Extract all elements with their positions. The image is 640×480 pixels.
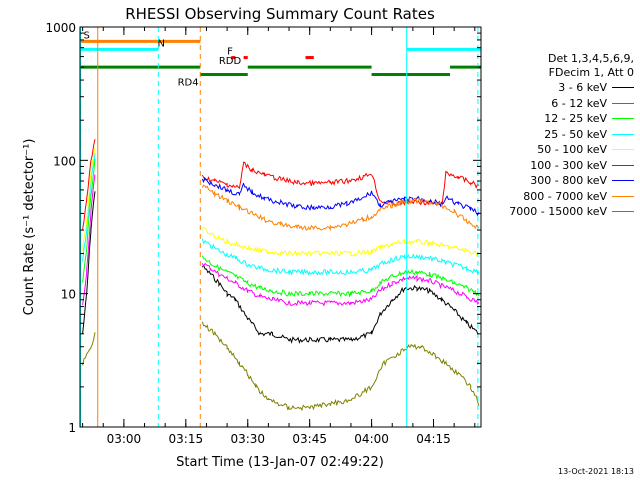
legend-label: 3 - 6 keV bbox=[558, 81, 607, 95]
legend-entry: 12 - 25 keV bbox=[464, 111, 634, 127]
series-line-8-1 bbox=[201, 321, 480, 412]
legend-header-2: FDecim 1, Att 0 bbox=[548, 66, 634, 79]
legend: Det 1,3,4,5,6,9, FDecim 1, Att 0 3 - 6 k… bbox=[464, 52, 634, 220]
x-tick-label-3: 03:45 bbox=[292, 432, 327, 446]
flag-label-0: S bbox=[84, 30, 90, 41]
legend-swatch bbox=[612, 180, 634, 182]
flag-label-2: F bbox=[227, 47, 233, 58]
series-line-7-0 bbox=[201, 184, 480, 232]
series-line-8-0 bbox=[82, 332, 96, 366]
legend-label: 7000 - 15000 keV bbox=[509, 205, 607, 219]
flag-label-3: RDD bbox=[219, 56, 242, 67]
legend-swatch bbox=[612, 102, 634, 104]
x-tick-label-0: 03:00 bbox=[107, 432, 142, 446]
y-tick-label-1: 10 bbox=[61, 288, 76, 302]
legend-entry: 25 - 50 keV bbox=[464, 127, 634, 143]
series-line-2-1 bbox=[201, 255, 480, 298]
legend-label: 800 - 7000 keV bbox=[523, 189, 607, 203]
legend-swatch bbox=[612, 87, 634, 89]
vertical-markers bbox=[80, 27, 479, 427]
legend-swatch bbox=[612, 133, 634, 135]
chart-title: RHESSI Observing Summary Count Rates bbox=[125, 5, 435, 23]
legend-entry: 7000 - 15000 keV bbox=[464, 204, 634, 220]
series-line-0-1 bbox=[201, 264, 479, 344]
legend-label: 50 - 100 keV bbox=[537, 143, 607, 157]
series-line-1-0 bbox=[82, 174, 96, 306]
series-line-4-1 bbox=[201, 226, 479, 258]
legend-label: 6 - 12 keV bbox=[551, 96, 607, 110]
legend-label: 300 - 800 keV bbox=[530, 174, 607, 188]
flag-label-1: N bbox=[158, 38, 165, 49]
legend-entry: 100 - 300 keV bbox=[464, 158, 634, 174]
x-tick-label-4: 04:00 bbox=[354, 432, 389, 446]
y-axis-label: Count Rate (s⁻¹ detector⁻¹) bbox=[22, 139, 37, 316]
x-tick-label-2: 03:30 bbox=[230, 432, 265, 446]
legend-swatch bbox=[612, 195, 634, 197]
series-line-1-1 bbox=[201, 262, 480, 307]
legend-rows: 3 - 6 keV 6 - 12 keV 12 - 25 keV 25 - 50 ke… bbox=[464, 80, 634, 220]
legend-label: 100 - 300 keV bbox=[530, 158, 607, 172]
legend-entry: 300 - 800 keV bbox=[464, 173, 634, 189]
series-line-4-0 bbox=[82, 147, 96, 251]
legend-swatch bbox=[612, 149, 634, 151]
axis-ticks: 1 10 100 1000 03:00 03:15 03:30 03:45 04:00 04:15 bbox=[45, 21, 481, 446]
legend-entry: 50 - 100 keV bbox=[464, 142, 634, 158]
footer-timestamp: 13-Oct-2021 18:13 bbox=[558, 467, 634, 476]
x-tick-label-1: 03:15 bbox=[169, 432, 204, 446]
legend-header-1: Det 1,3,4,5,6,9, bbox=[547, 52, 634, 65]
x-axis-label: Start Time (13-Jan-07 02:49:22) bbox=[176, 455, 384, 470]
series-line-5-0 bbox=[82, 139, 96, 230]
legend-entry: 800 - 7000 keV bbox=[464, 189, 634, 205]
series-line-0-0 bbox=[82, 191, 96, 334]
y-tick-label-0: 1 bbox=[68, 421, 76, 435]
legend-entry: 3 - 6 keV bbox=[464, 80, 634, 96]
legend-swatch bbox=[612, 211, 634, 213]
plot-frame bbox=[79, 26, 482, 428]
x-tick-label-5: 04:15 bbox=[416, 432, 451, 446]
series-group bbox=[82, 139, 480, 412]
series-line-3-0 bbox=[82, 153, 96, 262]
flag-label-4: RD4 bbox=[178, 78, 199, 89]
legend-swatch bbox=[612, 164, 634, 166]
legend-label: 12 - 25 keV bbox=[544, 112, 607, 126]
legend-entry: 6 - 12 keV bbox=[464, 96, 634, 112]
legend-label: 25 - 50 keV bbox=[544, 127, 607, 141]
y-tick-label-3: 1000 bbox=[45, 21, 76, 35]
series-line-3-1 bbox=[201, 238, 480, 276]
legend-swatch bbox=[612, 118, 634, 120]
y-tick-label-2: 100 bbox=[53, 154, 76, 168]
series-line-2-0 bbox=[82, 158, 96, 283]
